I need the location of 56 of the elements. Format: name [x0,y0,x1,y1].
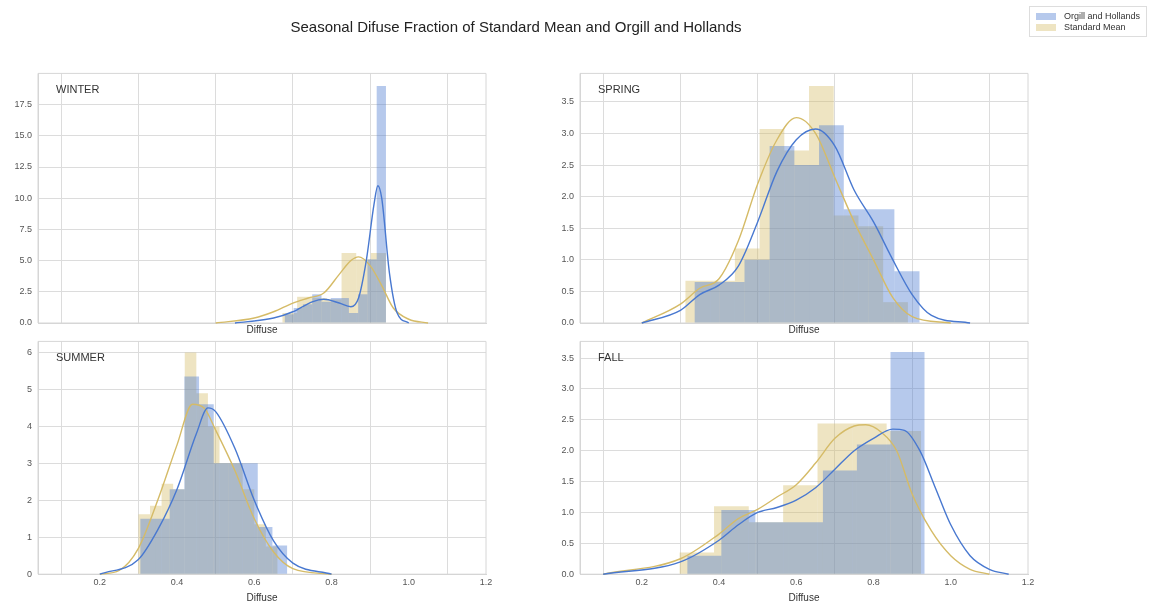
y-tick-label: 2.0 [561,191,574,202]
y-tick-label: 0.5 [561,537,574,548]
x-tick-label: 0.6 [790,577,803,588]
y-tick-label: 1.0 [561,254,574,265]
x-tick-label: 0.6 [248,577,261,588]
y-tick-label: 2.0 [561,445,574,456]
y-tick-label: 3 [26,457,32,468]
x-tick-label: 0.4 [712,577,726,588]
y-tick-label: 2.5 [561,159,574,170]
y-tick-label: 3.5 [561,96,574,107]
x-tick-label: 1.0 [944,577,958,588]
x-tick-label: 0.2 [93,577,107,588]
line-series [214,256,429,324]
x-tick-label: 1.2 [1021,577,1035,588]
y-tick-label: 2.5 [561,414,574,425]
y-tick-label: 1.5 [561,222,574,233]
legend-label: Orgill and Hollands [1062,11,1140,21]
y-tick-label: 17.5 [14,99,32,110]
y-tick-label: 15.0 [14,130,32,141]
annotation: SUMMER [56,350,105,363]
x-tick-label: 0.4 [170,577,184,588]
annotation: FALL [598,350,624,363]
y-tick-label: 5.0 [19,255,32,266]
x-tick-label: 0.8 [325,577,338,588]
line-series [234,185,410,324]
x-axis-title: Diffuse [246,591,278,603]
y-tick-label: 3.0 [561,383,574,394]
chart-title: Seasonal Difuse Fraction of Standard Mean and Orgill and Hollands [289,18,743,35]
y-tick-label: 7.5 [19,223,32,234]
y-tick-label: 2.5 [19,286,32,297]
annotation: SPRING [598,82,641,95]
y-tick-label: 0 [26,568,32,579]
x-tick-label: 0.8 [867,577,880,588]
y-tick-label: 5 [26,383,32,394]
y-tick-label: 0.0 [561,317,574,328]
y-tick-label: 3.5 [561,352,574,363]
y-tick-label: 1.0 [561,506,574,517]
x-tick-label: 1.0 [402,577,416,588]
y-tick-label: 0.0 [561,568,574,579]
y-tick-label: 10.0 [14,192,32,203]
x-axis-title: Diffuse [788,323,820,335]
y-tick-label: 6 [26,346,32,357]
y-tick-label: 1.5 [561,476,574,487]
annotation: WINTER [56,82,100,95]
y-tick-label: 4 [26,420,32,431]
y-tick-label: 0.0 [19,317,32,328]
y-tick-label: 0.5 [561,285,574,296]
y-tick-label: 12.5 [14,161,32,172]
x-axis-title: Diffuse [246,323,278,335]
legend-label: Standard Mean [1062,22,1127,32]
y-tick-label: 1 [26,531,32,542]
y-tick-label: 2 [26,494,32,505]
y-tick-label: 3.0 [561,127,574,138]
x-tick-label: 1.2 [479,577,493,588]
x-tick-label: 0.2 [635,577,649,588]
x-axis-title: Diffuse [788,591,820,603]
